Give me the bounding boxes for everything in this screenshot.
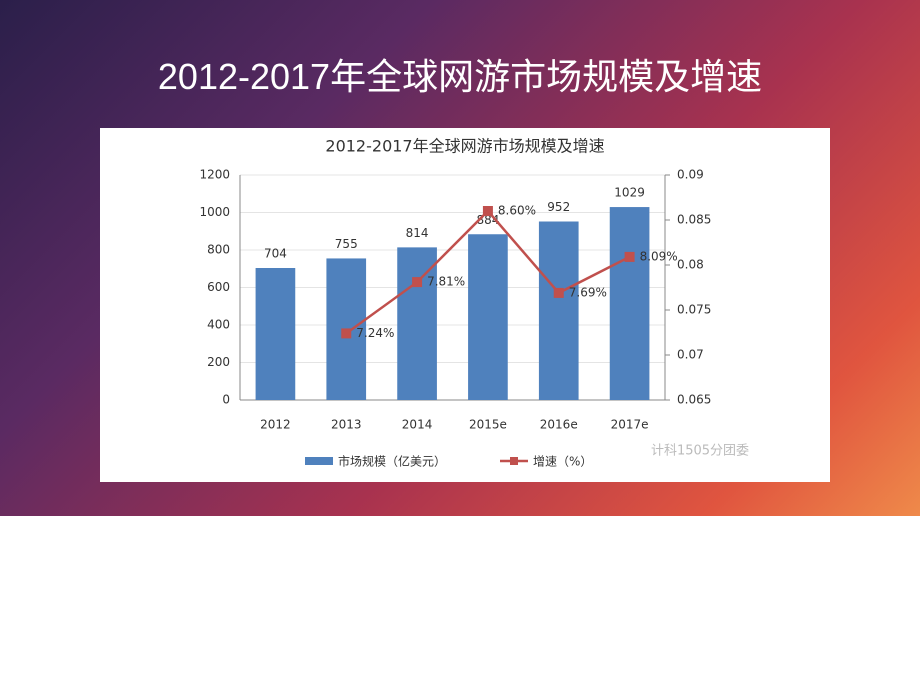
bar-label: 814	[406, 226, 429, 240]
line-marker	[624, 251, 635, 262]
bar-label: 704	[264, 247, 287, 261]
legend-swatch	[510, 457, 518, 465]
bar-label: 755	[335, 237, 358, 251]
line-label: 7.24%	[356, 326, 394, 340]
x-tick-label: 2017e	[611, 418, 649, 432]
y2-tick-label: 0.085	[677, 213, 711, 227]
y-tick-label: 1200	[199, 168, 230, 182]
line-label: 8.09%	[640, 249, 678, 263]
legend-label: 市场规模（亿美元）	[338, 454, 446, 469]
y-tick-label: 800	[207, 243, 230, 257]
chart-background	[100, 128, 830, 482]
y-tick-label: 1000	[199, 205, 230, 219]
legend-label: 增速（%）	[533, 455, 592, 469]
bar	[468, 234, 508, 400]
watermark: 计科1505分团委	[651, 444, 749, 459]
y-tick-label: 0	[222, 393, 230, 407]
y2-tick-label: 0.08	[677, 258, 704, 272]
legend-swatch	[305, 457, 333, 465]
line-label: 7.69%	[569, 285, 607, 299]
y2-tick-label: 0.065	[677, 393, 711, 407]
bar	[538, 221, 579, 400]
line-label: 8.60%	[498, 204, 536, 218]
line-marker	[553, 287, 564, 298]
bar	[255, 268, 296, 400]
chart: 2012-2017年全球网游市场规模及增速 计科1505分团委 0 200 400 6…	[100, 128, 830, 482]
x-tick-label: 2013	[331, 418, 362, 432]
y2-tick-label: 0.075	[677, 303, 711, 317]
y-tick-label: 200	[207, 355, 230, 369]
x-tick-label: 2015e	[469, 418, 507, 432]
line-marker	[482, 206, 493, 216]
bar	[397, 247, 437, 400]
bar	[609, 207, 650, 400]
x-tick-label: 2016e	[540, 418, 578, 432]
y-tick-label: 600	[207, 280, 230, 294]
chart-title: 2012-2017年全球网游市场规模及增速	[325, 137, 604, 156]
line-marker	[412, 277, 423, 288]
y2-tick-label: 0.07	[677, 348, 704, 362]
y-tick-label: 400	[207, 318, 230, 332]
slide-title: 2012-2017年全球网游市场规模及增速	[157, 56, 763, 97]
x-tick-label: 2014	[402, 418, 433, 432]
y2-tick-label: 0.09	[677, 168, 704, 182]
line-marker	[341, 328, 352, 339]
bar-label: 1029	[614, 186, 645, 200]
line-label: 7.81%	[427, 275, 465, 289]
bar-label: 952	[547, 200, 570, 214]
x-tick-label: 2012	[260, 418, 291, 432]
